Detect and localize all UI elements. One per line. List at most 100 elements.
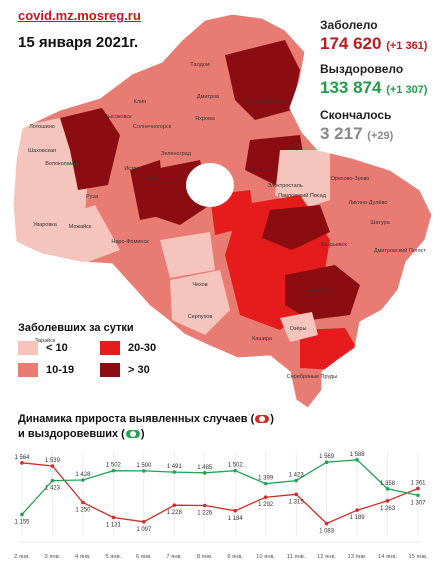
district-label: Дмитровский Погост [374,247,427,254]
infected-value: 174 620 (+1 361) [320,34,427,54]
data-point-cases [172,503,177,508]
red-marker-icon [255,415,270,424]
data-point-cases [142,519,146,524]
legend-item-gt30: > 30 [100,363,150,377]
infected-delta: (+1 361) [386,40,428,52]
district-labels: Зарайск Шаховская Клин Высоковск Дмитров… [28,62,427,380]
data-point-cases [50,464,55,468]
data-point-cases [111,515,116,520]
x-tick-label: 9 янв. [227,554,243,560]
data-point-recovered [294,478,298,483]
region-map: Зарайск Шаховская Клин Высоковск Дмитров… [12,13,433,409]
data-point-recovered [263,481,268,486]
x-tick-label: 15 янв. [408,554,427,560]
data-label-cases: 1 315 [289,499,305,505]
chart-points [20,458,420,526]
chart-title: Динамика прироста выявленных случаев () … [18,412,274,442]
x-tick-label: 4 янв. [75,554,91,560]
district-label: Красногорск [146,176,178,182]
district-label: Озёры [290,326,307,332]
chart-xticks: 2 янв. 3 янв. 4 янв. 5 янв. 6 янв. 7 янв. 8 ян… [14,554,428,560]
chart-grid [18,452,422,543]
data-label-recovered: 1 588 [350,452,366,458]
x-tick-label: 13 янв. [348,554,367,560]
district-label: Шатура [370,220,390,226]
data-point-cases [324,521,329,526]
data-point-recovered [202,471,207,475]
district-label: Зарайск [35,337,56,344]
legend-title: Заболевших за сутки [18,322,134,334]
data-point-recovered [50,478,55,483]
data-label-recovered: 1 500 [136,463,152,469]
district-label: Волоколамск [45,161,79,167]
district-label: Коломна [307,288,330,294]
data-point-cases [20,461,24,465]
data-point-cases [385,499,390,503]
recovered-label: Выздоровело [320,62,404,76]
data-label-recovered: 1 423 [289,473,305,479]
x-tick-label: 14 янв. [378,554,397,560]
legend-swatch [100,363,120,377]
data-label-cases: 1 228 [167,510,183,516]
district-label: Дмитров [197,94,219,100]
infected-label: Заболело [320,18,378,32]
data-label-recovered: 1 502 [106,463,122,469]
x-tick-label: 3 янв. [45,554,61,560]
district-label: Наро-Фоминск [111,239,149,245]
legend-item-10-19: 10-19 [18,363,74,377]
x-tick-label: 12 янв. [317,554,336,560]
series-line-recovered [21,459,419,515]
district-label: Сергиев Посад [243,99,282,105]
district-label: Лотошино [29,124,55,130]
data-label-recovered: 1 428 [75,472,91,478]
data-label-cases: 1 083 [319,529,335,535]
data-label-cases: 1 189 [350,515,366,521]
district-label: Павловский Посад [278,192,327,199]
district-label: Серебряные Пруды [287,374,338,380]
data-point-recovered [81,478,85,482]
chart-labels: 1 564 1 539 1 250 1 131 1 097 1 228 1 226 1 184… [14,452,426,535]
x-tick-label: 2 янв. [14,554,30,560]
data-label-cases: 1 131 [106,522,122,528]
district-label: Электросталь [267,183,303,189]
district-label: Талдом [190,62,210,68]
data-label-recovered: 1 358 [380,481,396,487]
data-point-recovered [142,469,146,473]
chart-lines [21,459,419,525]
data-label-recovered: 1 502 [228,463,244,469]
x-tick-label: 10 янв. [256,554,275,560]
date-title: 15 января 2021г. [18,34,139,51]
data-point-cases [294,492,298,497]
legend-label: 20-30 [128,342,157,354]
data-point-recovered [416,493,420,498]
data-label-cases: 1 292 [258,502,274,508]
source-link[interactable]: covid.mz.mosreg.ru [18,8,141,23]
data-label-cases: 1 097 [136,527,152,533]
deaths-total: 3 217 [320,124,363,143]
district-label: Уваровка [33,222,58,228]
legend-label: > 30 [128,364,150,376]
data-point-recovered [20,512,24,517]
district-label: Истра [124,166,140,172]
district-label: Чехов [192,282,207,288]
x-tick-label: 8 янв. [197,554,213,560]
data-label-cases: 1 250 [75,507,91,513]
recovered-value: 133 874 (+1 307) [320,78,427,98]
data-point-cases [355,508,359,512]
data-point-cases [233,508,238,513]
x-tick-label: 5 янв. [105,554,121,560]
legend-item-20-30: 20-30 [100,341,156,355]
data-label-cases: 1 263 [380,506,396,512]
district-label: Высоковск [104,114,132,120]
legend-swatch [100,341,120,355]
district-label: Клин [134,99,147,105]
district-label: Зеленоград [161,151,192,157]
legend-swatch [18,341,38,355]
district-label: Можайск [69,223,92,230]
recovered-total: 133 874 [320,78,382,97]
chart-title-line-1: Динамика прироста выявленных случаев () [18,413,274,425]
legend-swatch [18,363,38,377]
data-point-recovered [233,468,238,473]
district-label: Шаховская [28,148,56,154]
data-label-recovered: 1 399 [258,476,274,482]
